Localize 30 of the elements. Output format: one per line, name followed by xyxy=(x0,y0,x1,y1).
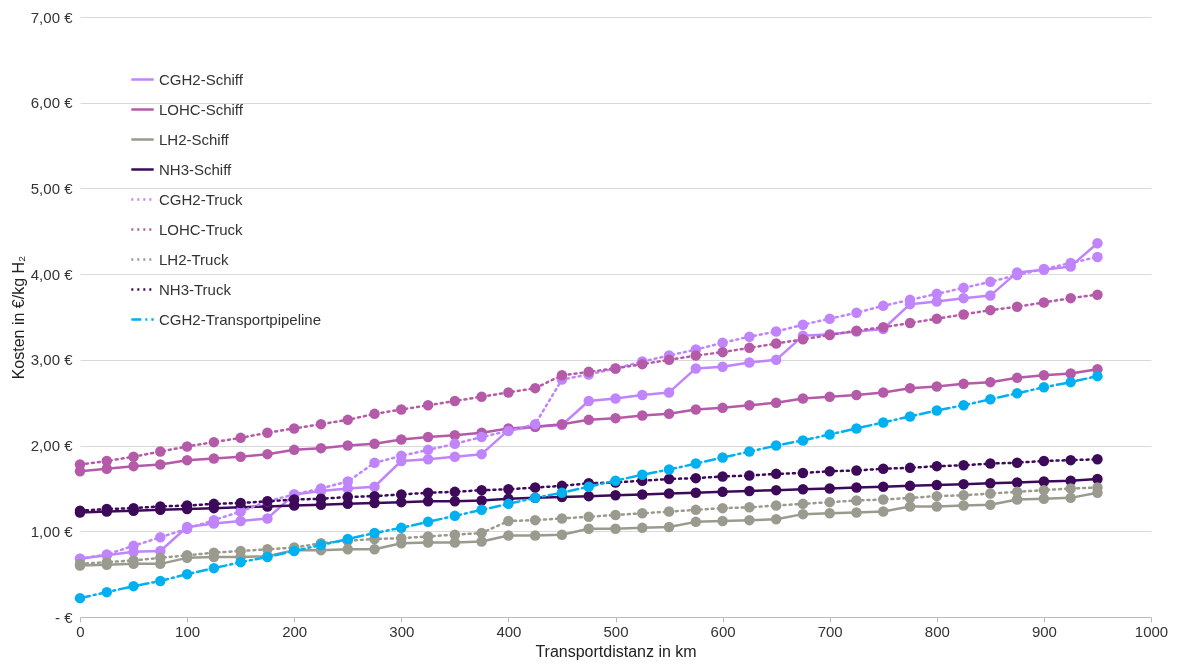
legend-label: CGH2-Truck xyxy=(159,190,244,208)
x-tick-label: 200 xyxy=(282,622,308,640)
y-tick-label: 7,00 € xyxy=(30,8,74,26)
legend-label: CGH2-Transportpipeline xyxy=(159,310,322,328)
legend-label: CGH2-Schiff xyxy=(159,70,244,88)
x-tick-label: 800 xyxy=(924,622,950,640)
legend-label: NH3-Schiff xyxy=(159,160,233,178)
legend-label: NH3-Truck xyxy=(159,280,232,298)
x-tick-label: 900 xyxy=(1031,622,1057,640)
y-tick-label: 4,00 € xyxy=(30,265,74,283)
x-tick-label: 1000 xyxy=(1134,622,1169,640)
legend-label: LOHC-Truck xyxy=(159,220,244,238)
y-tick-label: 6,00 € xyxy=(30,94,74,112)
y-tick-label: 1,00 € xyxy=(30,522,74,540)
y-axis-title: Kosten in €/kg H₂ xyxy=(9,255,27,380)
x-tick-label: 700 xyxy=(817,622,843,640)
y-tick-label: 5,00 € xyxy=(30,179,74,197)
x-tick-label: 100 xyxy=(175,622,201,640)
y-tick-label: 2,00 € xyxy=(30,437,74,455)
legend-label: LOHC-Schiff xyxy=(159,100,244,118)
x-axis-title: Transportdistanz in km xyxy=(535,642,697,660)
y-tick-label: - € xyxy=(54,608,74,626)
x-tick-label: 400 xyxy=(496,622,522,640)
x-tick-label: 500 xyxy=(603,622,629,640)
x-tick-label: 0 xyxy=(76,622,85,640)
legend-label: LH2-Schiff xyxy=(159,130,230,148)
x-tick-label: 600 xyxy=(710,622,736,640)
x-tick-label: 300 xyxy=(389,622,415,640)
y-tick-label: 3,00 € xyxy=(30,351,74,369)
legend-label: LH2-Truck xyxy=(159,250,229,268)
